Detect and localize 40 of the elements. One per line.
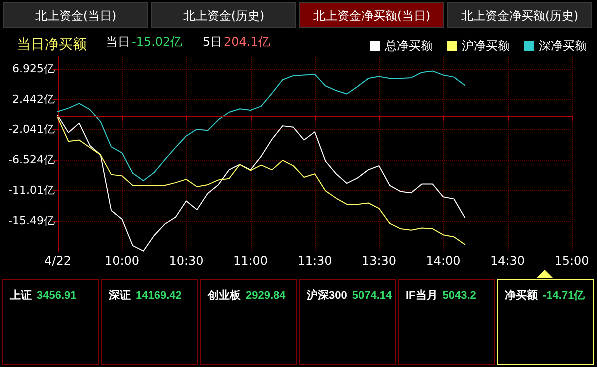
y-tick-label: -6.524亿 <box>8 154 55 167</box>
text: 净买额 <box>505 289 539 302</box>
x-tick-label: 4/22 <box>44 254 72 268</box>
line-series <box>58 70 466 182</box>
x-tick-label: 14:00 <box>426 254 461 268</box>
text: IF当月 <box>406 289 438 302</box>
y-tick-label: -11.01亿 <box>8 184 55 197</box>
legend-label: 深净买额 <box>539 39 587 53</box>
text: 3456.91 <box>37 290 77 302</box>
y-tick-label: -15.49亿 <box>8 214 55 228</box>
text: 当日 <box>106 35 130 49</box>
legend-label: 总净买额 <box>384 39 433 53</box>
text: 北上资金净买额(历史) <box>461 9 579 23</box>
x-tick-label: 15:00 <box>554 254 590 268</box>
text: 北上资金(历史) <box>183 9 265 23</box>
text: 北上资金净买额(当日) <box>313 9 431 23</box>
text: 创业板 <box>207 289 242 302</box>
text: 14169.42 <box>136 290 182 302</box>
x-tick-label: 13:30 <box>362 254 397 268</box>
y-tick-label: 6.925亿 <box>12 62 55 76</box>
y-tick-label: 2.442亿 <box>12 92 55 106</box>
text: 2929.84 <box>246 290 287 302</box>
text: -15.02亿 <box>132 35 183 49</box>
chart-title: 当日净买额 <box>17 37 87 53</box>
text: -14.71亿 <box>543 290 586 302</box>
text: 5074.14 <box>352 290 393 302</box>
text: 沪深300 <box>306 289 348 302</box>
text: 204.1亿 <box>224 35 270 49</box>
x-tick-label: 10:30 <box>169 254 204 268</box>
x-tick-label: 10:00 <box>104 254 140 268</box>
text: 5043.2 <box>442 290 476 302</box>
x-tick-label: 11:30 <box>298 254 332 268</box>
legend-label: 沪净买额 <box>462 39 510 53</box>
x-tick-label: 14:30 <box>490 254 526 268</box>
text: 北上资金(当日) <box>35 9 117 23</box>
x-tick-label: 11:00 <box>233 254 268 268</box>
text: 上证 <box>9 289 32 302</box>
y-tick-label: -2.041亿 <box>8 123 55 136</box>
text: 5日 <box>203 35 223 49</box>
text: 深证 <box>108 289 131 302</box>
